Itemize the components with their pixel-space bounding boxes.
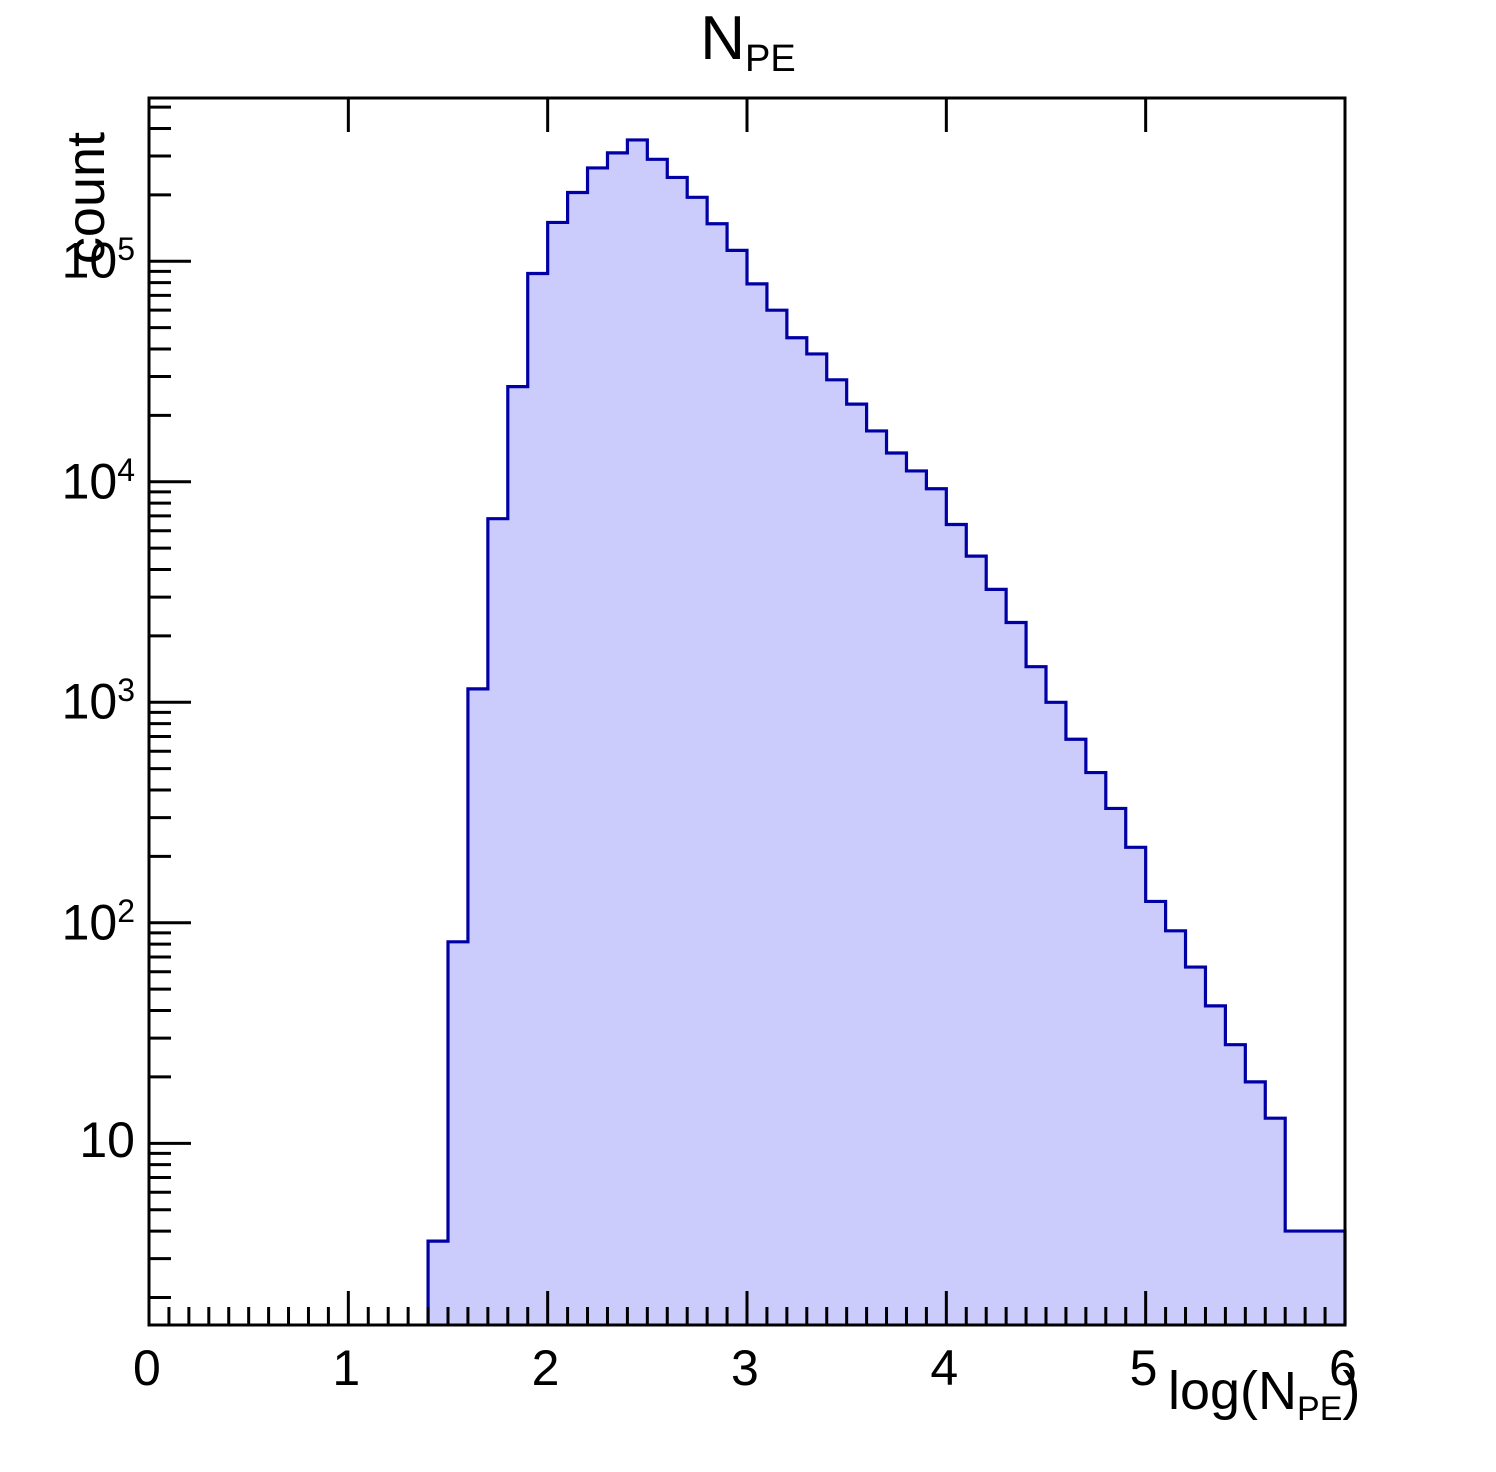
histogram-fill [428,139,1345,1326]
x-tick-label: 2 [531,1340,560,1396]
histogram-outline [426,138,1347,1325]
chart-title-main: N [700,4,746,73]
y-tick-label: 104 [61,451,135,510]
x-tick-label: 0 [133,1340,161,1396]
y-tick-label: 102 [61,892,135,951]
y-tick-label: 105 [61,231,135,289]
x-tick-label: 6 [1329,1340,1357,1396]
y-tick-label: 103 [61,672,135,730]
chart-title-subscript: PE [745,38,796,81]
axis-ticks [147,98,1347,1325]
plot-frame-rect [147,96,1347,1327]
x-tick-label: 5 [1129,1340,1158,1396]
x-axis-title-main: log(N [1168,1361,1298,1421]
chart-title: NPE [0,8,1496,81]
plot-frame [147,96,1347,1327]
x-tick-label: 3 [731,1340,759,1396]
x-tick-label: 1 [332,1340,361,1396]
x-tick-label: 4 [930,1340,959,1396]
y-tick-label: 10 [79,1112,135,1169]
x-axis-title-tail: ) [1342,1361,1361,1421]
x-axis-title-subscript: PE [1297,1389,1343,1428]
histogram-series [426,138,1347,1326]
x-axis-title: log(NPE) [1168,1364,1360,1426]
